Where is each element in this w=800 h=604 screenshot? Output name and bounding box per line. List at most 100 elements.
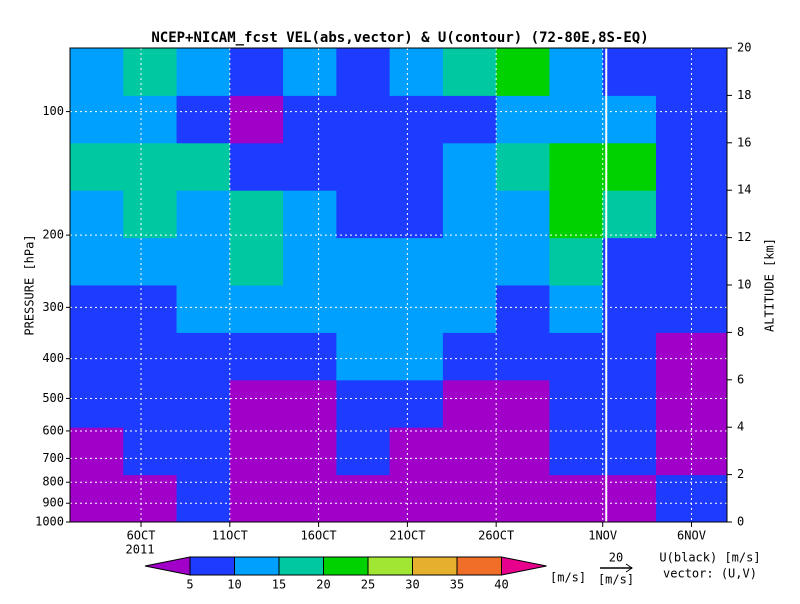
- speed-cell: [442, 332, 497, 381]
- speed-cell: [123, 190, 178, 239]
- speed-cell: [283, 237, 337, 286]
- year-label: 2011: [126, 543, 155, 557]
- speed-cell: [602, 285, 657, 333]
- speed-cell: [283, 285, 337, 333]
- x-tick-label: 16OCT: [301, 529, 337, 543]
- speed-cell: [389, 379, 444, 428]
- speed-cell: [336, 95, 391, 144]
- speed-cell: [442, 379, 497, 428]
- speed-cell: [336, 379, 391, 428]
- speed-cell: [283, 142, 337, 191]
- y-tick-label: 300: [42, 300, 64, 314]
- speed-cell: [283, 332, 337, 381]
- y2-tick-label: 2: [737, 467, 744, 481]
- speed-cell: [602, 427, 657, 476]
- x-tick-label: 21OCT: [389, 529, 425, 543]
- speed-cell: [336, 237, 391, 286]
- speed-cell: [602, 190, 657, 239]
- speed-cell: [123, 142, 178, 191]
- speed-cell: [176, 332, 231, 381]
- speed-cell: [123, 237, 178, 286]
- x-tick-label: 1NOV: [588, 529, 617, 543]
- colorbar-unit: [m/s]: [550, 571, 586, 585]
- colorbar-cell: [189, 556, 235, 576]
- colorbar-label: 35: [450, 578, 464, 592]
- speed-cell: [229, 142, 284, 191]
- y-tick-label: 1000: [35, 515, 64, 529]
- speed-cell: [229, 427, 284, 476]
- speed-cell: [283, 190, 337, 239]
- speed-cell: [70, 142, 124, 191]
- speed-cell: [336, 48, 391, 96]
- speed-cell: [442, 142, 497, 191]
- y-tick-label: 600: [42, 423, 64, 437]
- colorbar-cell: [234, 556, 280, 576]
- x-tick-label: 6OCT: [127, 529, 156, 543]
- speed-cell: [496, 190, 550, 239]
- speed-cell: [389, 95, 444, 144]
- speed-cell: [229, 285, 284, 333]
- speed-cell: [229, 332, 284, 381]
- speed-cell: [549, 48, 604, 96]
- speed-cell: [176, 95, 231, 144]
- speed-cell: [549, 379, 604, 428]
- chart-title: NCEP+NICAM_fcst VEL(abs,vector) & U(cont…: [151, 30, 648, 46]
- speed-cell: [123, 95, 178, 144]
- speed-cell: [442, 285, 497, 333]
- y2-tick-label: 12: [737, 230, 751, 244]
- y2-tick-label: 14: [737, 183, 751, 197]
- speed-cell: [496, 48, 550, 96]
- colorbar-cell: [501, 556, 547, 576]
- speed-cell: [496, 379, 550, 428]
- speed-cell: [496, 427, 550, 476]
- speed-cell: [602, 237, 657, 286]
- speed-cell: [336, 285, 391, 333]
- speed-cell: [70, 190, 124, 239]
- x-tick-label: 11OCT: [212, 529, 248, 543]
- speed-cell: [176, 474, 231, 523]
- speed-cell: [176, 142, 231, 191]
- speed-cell: [389, 332, 444, 381]
- speed-cell: [176, 237, 231, 286]
- speed-cell: [229, 237, 284, 286]
- speed-cell: [176, 190, 231, 239]
- speed-cell: [123, 285, 178, 333]
- speed-cell: [549, 142, 604, 191]
- colorbar-cell: [367, 556, 413, 576]
- colorbar-label: 20: [316, 578, 330, 592]
- speed-cell: [549, 237, 604, 286]
- speed-cell: [496, 332, 550, 381]
- speed-cell: [389, 427, 444, 476]
- speed-cell: [176, 379, 231, 428]
- colorbar-label: 5: [186, 578, 193, 592]
- speed-cell: [442, 48, 497, 96]
- colorbar-cell: [278, 556, 324, 576]
- y-tick-label: 200: [42, 228, 64, 242]
- speed-cell: [549, 332, 604, 381]
- vector-note: vector: (U,V): [663, 567, 757, 581]
- speed-cell: [549, 285, 604, 333]
- speed-cell: [336, 190, 391, 239]
- contour-note: U(black) [m/s]: [659, 551, 760, 565]
- colorbar-cell: [323, 556, 369, 576]
- y2-tick-label: 18: [737, 88, 751, 102]
- y-tick-label: 100: [42, 104, 64, 118]
- speed-cell: [496, 142, 550, 191]
- colorbar-label: 25: [361, 578, 375, 592]
- colorbar-cell: [144, 556, 191, 576]
- speed-cell: [602, 142, 657, 191]
- y2-tick-label: 6: [737, 372, 744, 386]
- speed-cell: [336, 427, 391, 476]
- speed-cell: [496, 237, 550, 286]
- speed-cell: [336, 332, 391, 381]
- speed-cell: [655, 142, 728, 191]
- speed-cell: [496, 285, 550, 333]
- speed-cell: [549, 190, 604, 239]
- y-tick-label: 500: [42, 391, 64, 405]
- speed-cell: [176, 48, 231, 96]
- speed-cell: [442, 427, 497, 476]
- speed-cell: [389, 48, 444, 96]
- speed-cell: [229, 48, 284, 96]
- speed-cell: [602, 379, 657, 428]
